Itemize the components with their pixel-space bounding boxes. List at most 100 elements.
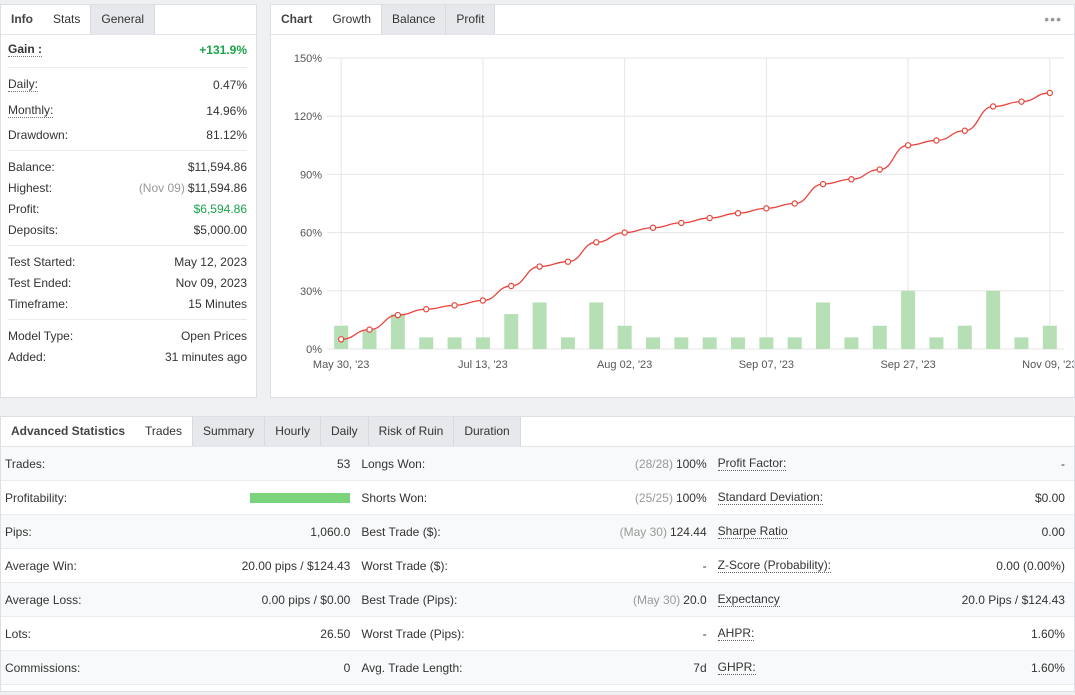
added-label: Added: [8,349,47,364]
growth-point [337,336,345,343]
tab-duration[interactable]: Duration [454,417,521,446]
stat-value: 20.0 Pips / $124.43 [961,592,1065,607]
stat-value: - [1060,456,1065,471]
stat-cell: Profitability: [1,481,357,514]
tab-risk-of-ruin[interactable]: Risk of Ruin [368,417,455,446]
stat-label: Profitability: [5,490,68,505]
bar [419,337,434,349]
stat-label: Trades: [5,456,46,471]
timeframe-value: 15 Minutes [188,296,247,311]
stats-panel: Advanced Statistics Trades Summary Hourl… [0,416,1075,692]
stat-cell: Sharpe Ratio 0.00 [714,515,1074,548]
stat-value: 1,060.0 [310,524,351,539]
tab-profit[interactable]: Profit [446,5,496,34]
growth-point [791,200,798,207]
growth-point [423,306,430,313]
y-tick-label: 30% [300,286,322,298]
gain-value: +131.9% [199,43,247,57]
deposits-row: Deposits: $5,000.00 [8,219,247,240]
highest-date: (Nov 09) [138,180,185,195]
tab-chart: Chart [271,5,323,34]
bar [986,290,1001,349]
gain-row: Gain : +131.9% [8,35,247,65]
stat-cell: Average Win: 20.00 pips / $124.43 [1,549,357,582]
tab-growth[interactable]: Growth [322,5,383,34]
stat-label: Best Trade ($): [361,524,441,539]
growth-point [876,166,883,173]
growth-point [508,282,515,290]
growth-point [904,142,912,149]
stat-label[interactable]: GHPR: [717,659,756,675]
bar [759,337,774,349]
daily-label[interactable]: Daily: [8,77,39,92]
chart-tabs: Chart Growth Balance Profit [271,5,1074,35]
gain-label[interactable]: Gain : [8,42,43,57]
growth-point [819,180,827,188]
stat-label[interactable]: AHPR: [717,625,755,641]
monthly-label[interactable]: Monthly: [8,103,54,118]
stat-cell: Best Trade (Pips): (May 30) 20.0 [357,583,713,616]
stat-value: - [702,626,707,641]
stat-value: 53 [336,456,351,471]
added-row: Added: 31 minutes ago [8,346,247,367]
growth-point [394,311,402,319]
tab-hourly[interactable]: Hourly [265,417,321,446]
stat-label[interactable]: Expectancy [717,591,780,607]
stat-cell: Pips: 1,060.0 [1,515,357,548]
tab-info: Info [1,5,43,34]
y-tick-label: 0% [306,344,322,356]
stat-label: Longs Won: [361,456,426,471]
table-row: Lots: 26.50 Worst Trade (Pips): - AHPR: 1.60% [1,617,1074,651]
stat-cell: AHPR: 1.60% [714,617,1074,650]
bar [929,337,944,349]
table-row: Average Loss: 0.00 pips / $0.00 Best Trade… [1,583,1074,617]
model-type-value: Open Prices [180,328,247,343]
stat-cell: Avg. Trade Length: 7d [357,651,713,684]
monthly-value: 14.96% [206,104,247,118]
stat-cell: Standard Deviation: $0.00 [714,481,1074,514]
stat-value: 0.00 [1041,524,1065,539]
monthly-row: Monthly: 14.96% [8,98,247,124]
more-options-icon[interactable]: ••• [1044,11,1062,27]
bar [787,337,802,349]
x-tick-label: May 30, '23 [313,359,370,371]
stat-cell: Commissions: 0 [1,651,357,684]
stat-cell: Longs Won: (28/28) 100% [357,447,713,480]
stat-label[interactable]: Profit Factor: [717,455,787,471]
stat-value: 100% [675,490,707,505]
growth-point [621,229,628,236]
stat-value: 26.50 [320,626,351,641]
y-tick-label: 90% [300,169,322,181]
bar [390,314,405,349]
balance-row: Balance: $11,594.86 [8,156,247,177]
test-started-value: May 12, 2023 [174,254,247,269]
tab-trades[interactable]: Trades [135,417,193,446]
stat-label[interactable]: Standard Deviation: [717,489,824,505]
model-type-label: Model Type: [8,328,74,343]
stat-label[interactable]: Z-Score (Probability): [717,557,832,573]
stat-cell: Z-Score (Probability): 0.00 (0.00%) [714,549,1074,582]
tab-daily[interactable]: Daily [320,417,369,446]
stat-value: 1.60% [1030,660,1065,675]
table-row: Trades: 53 Longs Won: (28/28) 100% Profit Fac… [1,447,1074,481]
tab-balance[interactable]: Balance [382,5,447,34]
tab-summary[interactable]: Summary [192,417,266,446]
stat-label[interactable]: Sharpe Ratio [717,523,788,539]
test-ended-value: Nov 09, 2023 [175,275,247,290]
info-tabs: Info Stats General [1,5,256,35]
info-panel: Info Stats General Gain : +131.9% Daily:… [0,4,257,398]
plot-area [327,58,1064,349]
drawdown-row: Drawdown: 81.12% [8,124,247,145]
bar [901,290,916,349]
stat-label: Average Loss: [5,592,82,607]
bar [362,329,377,349]
tab-general[interactable]: General [91,5,156,34]
drawdown-value: 81.12% [206,127,247,142]
table-row: Profitability: Shorts Won: (25/25) 100% Stan… [1,481,1074,515]
deposits-value: $5,000.00 [193,222,247,237]
daily-value: 0.47% [212,78,247,92]
tab-stats[interactable]: Stats [43,5,92,34]
profitability-bar [250,492,351,503]
table-row: Commissions: 0 Avg. Trade Length: 7d GHPR: 1.… [1,651,1074,685]
balance-value: $11,594.86 [187,159,247,174]
